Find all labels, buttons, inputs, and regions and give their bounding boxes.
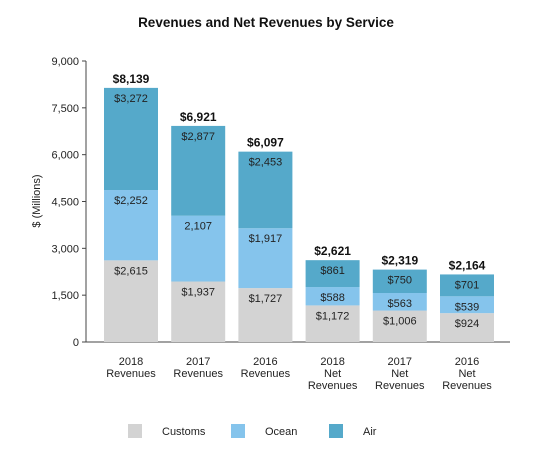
x-tick-label-line: 2018 xyxy=(119,356,143,368)
chart-title: Revenues and Net Revenues by Service xyxy=(138,15,394,30)
bar-segment-customs xyxy=(238,288,293,342)
legend-swatch xyxy=(231,424,245,438)
y-tick-label: 9,000 xyxy=(51,56,79,68)
bar-value-label: $750 xyxy=(388,275,412,287)
bar-value-label: $1,006 xyxy=(383,316,417,328)
bar-group: $1,937 2,107 $2,877 $6,921 xyxy=(171,110,226,342)
y-tick-label: 3,000 xyxy=(51,243,79,255)
legend-item-ocean: Ocean xyxy=(231,424,297,438)
bar-segment-ocean xyxy=(238,228,293,289)
x-tick-label-line: Net xyxy=(391,368,408,380)
y-tick-label: 0 xyxy=(73,337,79,349)
x-tick-label-line: 2018 xyxy=(320,356,344,368)
x-tick-label: 2016 Net Revenues xyxy=(442,356,492,392)
legend-swatch xyxy=(329,424,343,438)
x-tick-label-line: 2016 xyxy=(455,356,479,368)
x-tick-label-line: Net xyxy=(458,368,475,380)
bar-value-label: $563 xyxy=(388,298,412,310)
x-tick-label: 2018 Net Revenues xyxy=(308,356,358,392)
x-tick-label-line: Revenues xyxy=(241,368,291,380)
bar-total-label: $2,319 xyxy=(381,254,418,268)
x-tick-label-line: 2017 xyxy=(388,356,412,368)
bar-segment-customs xyxy=(440,313,494,342)
bar-segment-ocean xyxy=(104,190,158,261)
y-axis-label: $ (Millions) xyxy=(31,174,43,227)
legend-label: Customs xyxy=(162,426,206,438)
y-tick-label: 4,500 xyxy=(51,197,79,209)
bar-segment-ocean xyxy=(440,296,494,314)
bar-value-label: $861 xyxy=(320,265,344,277)
bar-segment-air xyxy=(171,125,226,216)
bar-segment-air xyxy=(372,269,427,294)
legend-swatch xyxy=(128,424,142,438)
bar-group: $1,006 $563 $750 $2,319 xyxy=(372,254,427,342)
legend: Customs Ocean Air xyxy=(128,424,377,438)
bar-segment-customs xyxy=(372,310,427,342)
x-tick-label: 2016 Revenues xyxy=(241,356,291,380)
bar-group: $2,615 $2,252 $3,272 $8,139 xyxy=(104,72,158,342)
y-axis: 0 1,500 3,000 4,500 6,000 7,500 9,000 xyxy=(51,56,87,349)
bar-segment-air xyxy=(238,151,293,229)
bar-segment-customs xyxy=(171,281,226,342)
bar-segment-air xyxy=(104,87,158,191)
bar-segment-ocean xyxy=(372,293,427,311)
x-tick-label-line: Revenues xyxy=(442,380,492,392)
bar-total-label: $2,164 xyxy=(449,258,486,272)
x-tick-label-line: 2017 xyxy=(186,356,210,368)
bar-group: $1,172 $588 $861 $2,621 xyxy=(305,244,360,342)
x-tick-label-line: 2016 xyxy=(253,356,277,368)
y-tick-label: 7,500 xyxy=(51,103,79,115)
bar-group: $924 $539 $701 $2,164 xyxy=(440,258,494,342)
bar-total-label: $6,097 xyxy=(247,136,284,150)
bars: $2,615 $2,252 $3,272 $8,139 $1,937 2,107 $2,87… xyxy=(104,72,494,342)
bar-group: $1,727 $1,917 $2,453 $6,097 xyxy=(238,136,293,342)
bar-value-label: $539 xyxy=(455,301,479,313)
bar-segment-air xyxy=(440,274,494,297)
bar-value-label: $588 xyxy=(320,292,344,304)
y-tick-label: 6,000 xyxy=(51,150,79,162)
bar-value-label: $2,615 xyxy=(114,265,148,277)
x-tick-label-line: Revenues xyxy=(106,368,156,380)
bar-segment-ocean xyxy=(305,287,360,306)
bar-value-label: $2,453 xyxy=(249,157,283,169)
bar-segment-customs xyxy=(305,305,360,342)
bar-value-label: $1,727 xyxy=(249,293,283,305)
x-tick-label-line: Revenues xyxy=(375,380,425,392)
bar-segment-customs xyxy=(104,260,158,342)
bar-value-label: $1,937 xyxy=(181,287,215,299)
legend-item-air: Air xyxy=(329,424,377,438)
bar-value-label: $1,917 xyxy=(249,233,283,245)
legend-label: Air xyxy=(363,426,377,438)
x-tick-label-line: Net xyxy=(324,368,341,380)
bar-value-label: $924 xyxy=(455,318,479,330)
x-tick-label-line: Revenues xyxy=(308,380,358,392)
bar-value-label: $2,877 xyxy=(181,131,215,143)
legend-label: Ocean xyxy=(265,426,297,438)
x-tick-label-line: Revenues xyxy=(173,368,223,380)
bar-total-label: $2,621 xyxy=(314,244,351,258)
bar-segment-air xyxy=(305,260,360,288)
x-tick-label: 2017 Revenues xyxy=(173,356,223,380)
bar-segment-ocean xyxy=(171,215,226,282)
bar-value-label: $1,172 xyxy=(316,310,350,322)
x-tick-label: 2018 Revenues xyxy=(106,356,156,380)
bar-value-label: 2,107 xyxy=(184,221,212,233)
y-tick-label: 1,500 xyxy=(51,290,79,302)
bar-value-label: $3,272 xyxy=(114,93,148,105)
bar-total-label: $8,139 xyxy=(113,72,150,86)
x-tick-label: 2017 Net Revenues xyxy=(375,356,425,392)
bar-total-label: $6,921 xyxy=(180,110,217,124)
bar-value-label: $2,252 xyxy=(114,195,148,207)
legend-item-customs: Customs xyxy=(128,424,206,438)
bar-value-label: $701 xyxy=(455,279,479,291)
